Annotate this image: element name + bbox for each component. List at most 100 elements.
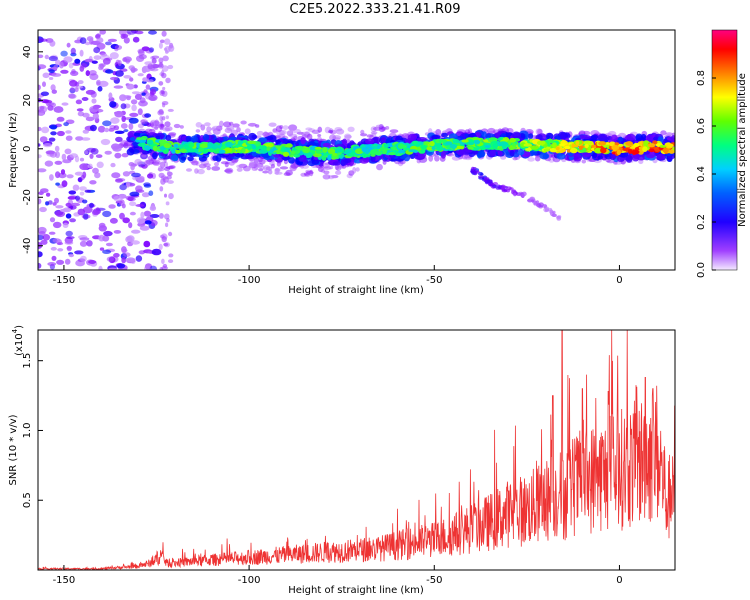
heatmap-cell <box>137 142 147 147</box>
svg-text:(x104): (x104) <box>11 325 25 356</box>
heatmap-cell <box>157 63 164 69</box>
spectrogram-y-tick-label: -40 <box>22 238 33 254</box>
heatmap-cell <box>128 222 133 229</box>
heatmap-cell <box>545 132 554 140</box>
heatmap-cell <box>408 149 418 153</box>
heatmap-cell <box>643 140 649 146</box>
heatmap-cell <box>163 167 171 171</box>
heatmap-cell <box>180 156 187 161</box>
heatmap-cell <box>165 77 171 84</box>
heatmap-cell <box>125 181 130 188</box>
heatmap-cell <box>200 124 206 131</box>
heatmap-cell <box>497 150 503 157</box>
heatmap-cell <box>109 101 117 108</box>
heatmap-cell <box>429 140 435 147</box>
heatmap-cell <box>320 169 326 173</box>
heatmap-cell <box>38 143 41 147</box>
heatmap-cell <box>132 36 140 43</box>
heatmap-cell <box>141 154 147 158</box>
heatmap-cell <box>305 127 313 131</box>
heatmap-cell <box>148 47 155 53</box>
spectrogram-x-tick-label: -150 <box>53 275 76 286</box>
heatmap-cell <box>370 131 378 135</box>
heatmap-cell <box>551 213 557 217</box>
heatmap-cell <box>665 132 673 136</box>
heatmap-cell <box>461 139 469 143</box>
heatmap-cell <box>80 175 85 180</box>
snr-y-ticks: 0.5 1.0 1.5 <box>22 353 43 508</box>
heatmap-cell <box>447 153 455 157</box>
heatmap-cell <box>133 84 138 89</box>
heatmap-cell <box>631 149 640 155</box>
spectrogram-y-tick-label: 20 <box>22 94 33 107</box>
heatmap-cell <box>327 154 332 161</box>
heatmap-cell <box>212 125 220 131</box>
heatmap-cell <box>151 248 162 256</box>
heatmap-cell <box>83 213 89 220</box>
heatmap-cell <box>508 146 516 150</box>
heatmap-cell <box>509 137 516 143</box>
heatmap-cell <box>48 137 56 142</box>
spectrogram-x-tick-label: -100 <box>238 275 261 286</box>
snr-multiplier-base: (x10 <box>14 333 25 356</box>
heatmap-cell <box>38 64 47 70</box>
heatmap-cell <box>51 73 62 77</box>
heatmap-cell <box>60 69 69 74</box>
heatmap-cell <box>360 129 365 135</box>
heatmap-cell <box>399 149 405 153</box>
heatmap-cell <box>81 137 91 141</box>
heatmap-cell <box>119 94 127 102</box>
heatmap-cell <box>383 143 389 148</box>
heatmap-cell <box>85 89 96 95</box>
heatmap-cell <box>131 104 137 112</box>
heatmap-cell <box>102 120 112 127</box>
heatmap-cell <box>374 151 383 156</box>
heatmap-cell <box>92 113 100 120</box>
heatmap-cell <box>556 215 561 219</box>
heatmap-cell <box>92 167 99 174</box>
heatmap-cell <box>178 144 184 149</box>
heatmap-cell <box>470 166 475 172</box>
heatmap-cell <box>43 143 53 148</box>
heatmap-cell <box>376 163 383 171</box>
heatmap-cell <box>137 123 144 129</box>
heatmap-cell <box>50 131 57 136</box>
heatmap-cell <box>478 171 483 176</box>
heatmap-cell <box>270 163 275 169</box>
heatmap-cell <box>559 143 566 147</box>
heatmap-cell <box>438 139 448 143</box>
heatmap-cell <box>484 145 491 148</box>
heatmap-cell <box>76 108 84 112</box>
heatmap-cell <box>114 130 125 134</box>
heatmap-cell <box>94 172 101 179</box>
heatmap-cell <box>158 81 164 86</box>
heatmap-cell <box>321 155 327 161</box>
heatmap-cell <box>93 55 102 60</box>
heatmap-cell <box>52 221 62 229</box>
heatmap-cell <box>54 160 63 165</box>
heatmap-cell <box>288 133 298 138</box>
heatmap-cell <box>219 149 226 154</box>
heatmap-cell <box>151 55 160 59</box>
heatmap-cell <box>115 70 124 77</box>
heatmap-cell <box>161 266 168 270</box>
heatmap-cell <box>646 134 653 142</box>
snr-y-multiplier: (x104) <box>11 325 25 356</box>
heatmap-cell <box>52 238 61 243</box>
snr-x-tick-label: -100 <box>238 575 261 586</box>
heatmap-cell <box>88 70 97 76</box>
heatmap-cell <box>530 145 539 150</box>
heatmap-cell <box>61 102 69 106</box>
spectrogram-y-label: Frequency (Hz) <box>8 112 19 188</box>
heatmap-cell <box>161 258 165 264</box>
heatmap-cell <box>77 208 86 216</box>
heatmap-cell <box>149 219 158 227</box>
heatmap-cell <box>158 165 163 172</box>
spectrogram-frame <box>37 29 676 271</box>
heatmap-cell <box>642 146 648 152</box>
heatmap-cell <box>161 236 167 243</box>
heatmap-cell <box>65 135 73 141</box>
heatmap-cell <box>126 83 135 90</box>
heatmap-cell <box>88 260 97 264</box>
heatmap-cell <box>102 235 110 242</box>
